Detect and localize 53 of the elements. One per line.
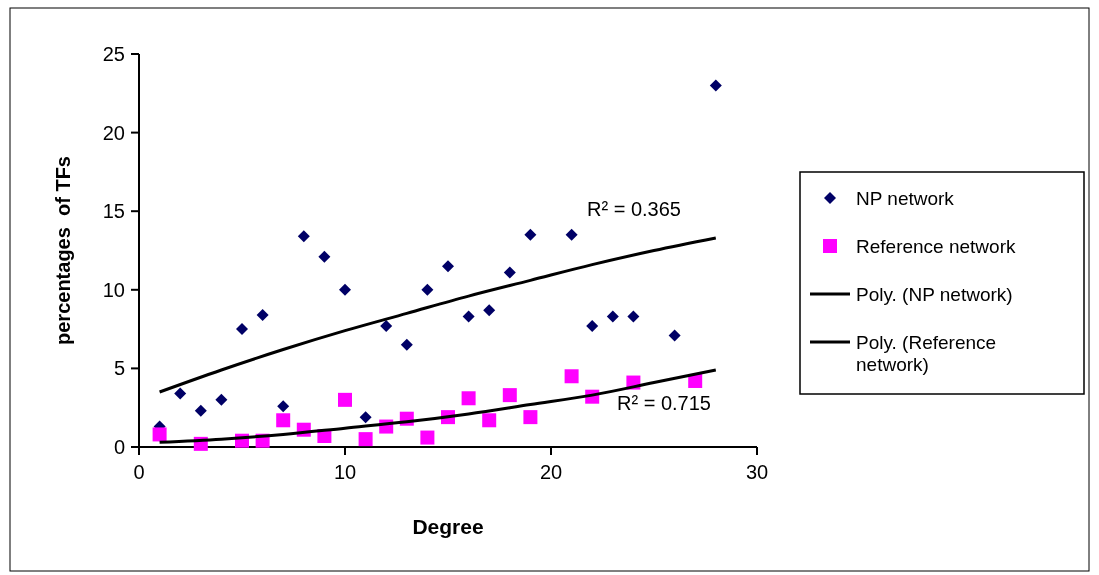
point: [586, 319, 599, 332]
x-tick-label: 0: [133, 461, 145, 483]
annotation: R² = 0.715: [617, 392, 711, 414]
point: [318, 250, 331, 263]
point: [358, 432, 373, 447]
x-tick-label: 20: [539, 461, 563, 483]
point: [709, 79, 722, 92]
point: [421, 283, 434, 296]
y-tick-label: 5: [113, 357, 125, 380]
legend-label: Poly. (NP network): [856, 284, 1013, 305]
y-tick-label: 10: [102, 278, 125, 301]
point: [606, 310, 619, 323]
point: [194, 404, 207, 417]
point: [152, 427, 167, 442]
point: [502, 388, 517, 403]
point: [483, 304, 496, 317]
legend-label: Poly. (Reference network): [856, 332, 997, 375]
legend-label: NP network: [856, 188, 955, 209]
y-tick-label: 25: [102, 43, 125, 65]
legend-label: Reference network: [856, 236, 1016, 257]
line-series: [158, 236, 718, 394]
y-axis-title: percentages of TFs: [52, 156, 74, 345]
point: [627, 310, 640, 323]
point: [276, 413, 291, 428]
y-tick-label: 20: [102, 121, 125, 144]
point: [565, 228, 578, 241]
point: [236, 323, 248, 336]
point: [215, 393, 228, 406]
point: [338, 392, 352, 407]
x-tick-label: 30: [745, 461, 769, 483]
point: [482, 413, 497, 428]
point: [461, 391, 476, 406]
point: [564, 369, 579, 384]
point: [400, 338, 413, 351]
point: [524, 228, 537, 241]
point: [359, 411, 372, 424]
point: [442, 260, 454, 273]
x-axis-title: Degree: [412, 515, 484, 538]
point: [277, 400, 290, 413]
point: [503, 266, 516, 279]
point: [339, 283, 351, 296]
annotation: R² = 0.365: [587, 198, 681, 220]
point: [420, 430, 435, 445]
point: [174, 387, 187, 400]
point: [297, 230, 310, 243]
x-tick-label: 10: [333, 461, 357, 483]
y-tick-label: 0: [113, 436, 125, 458]
point: [256, 308, 269, 321]
point: [523, 410, 538, 425]
y-tick-label: 15: [102, 200, 125, 223]
point: [462, 310, 475, 323]
point: [380, 319, 393, 332]
point: [668, 329, 681, 342]
